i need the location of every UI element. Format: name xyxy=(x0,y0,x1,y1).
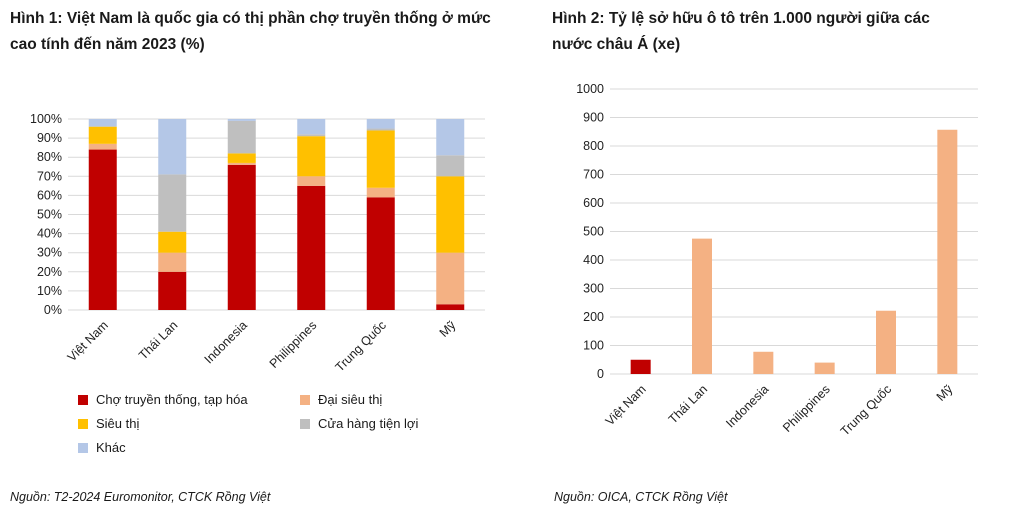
y-tick-label: 30% xyxy=(37,246,62,260)
y-tick-label: 300 xyxy=(583,282,604,296)
legend-label: Chợ truyền thống, tạp hóa xyxy=(96,392,248,407)
bar-segment xyxy=(297,136,326,177)
bar xyxy=(753,351,774,374)
y-tick-label: 700 xyxy=(583,168,604,182)
bar-segment xyxy=(366,130,395,188)
y-tick-label: 10% xyxy=(37,284,62,298)
x-tick-label: Việt Nam xyxy=(65,318,111,364)
y-tick-label: 400 xyxy=(583,253,604,267)
x-tick-label: Mỹ xyxy=(437,318,459,340)
bar-segment xyxy=(227,153,256,163)
y-tick-label: 20% xyxy=(37,265,62,279)
bar xyxy=(937,129,958,374)
bar-segment xyxy=(88,126,117,144)
x-tick-label: Indonesia xyxy=(723,382,771,430)
chart-panel-market-share: Hình 1: Việt Nam là quốc gia có thị phần… xyxy=(10,10,491,504)
y-tick-label: 70% xyxy=(37,169,62,183)
x-tick-label: Mỹ xyxy=(934,382,956,404)
bar-segment xyxy=(436,252,465,305)
bar-segment xyxy=(366,197,395,310)
bar-segment xyxy=(88,149,117,310)
x-tick-label: Thái Lan xyxy=(136,318,180,362)
bar xyxy=(692,238,712,374)
stacked-bar-chart: 0% 10% 20% 30% 40% 50% 60% 70% 80% 90% 100% Việt Na… xyxy=(30,112,485,374)
legend-swatch xyxy=(78,442,88,453)
bar-segment xyxy=(88,143,117,150)
bar-segment xyxy=(436,119,465,156)
chart-panel-car-ownership: Hình 2: Tỷ lệ sở hữu ô tô trên 1.000 ngư… xyxy=(548,0,1024,526)
bar-segment xyxy=(297,176,326,186)
x-tick-label: Việt Nam xyxy=(603,382,649,428)
x-tick-label: Trung Quốc xyxy=(838,382,894,438)
y-tick-label: 60% xyxy=(37,188,62,202)
y-tick-label: 80% xyxy=(37,150,62,164)
y-tick-label: 0 xyxy=(597,367,604,381)
bar-segment xyxy=(366,187,395,198)
x-tick-label: Indonesia xyxy=(202,318,250,366)
legend-label: Siêu thị xyxy=(96,416,140,431)
y-tick-label: 100% xyxy=(30,112,62,126)
bar-segment xyxy=(366,119,395,129)
legend-item: Cửa hàng tiện lợi xyxy=(300,416,418,431)
y-tick-label: 50% xyxy=(37,208,62,222)
chart-title: Hình 2: Tỷ lệ sở hữu ô tô trên 1.000 ngư… xyxy=(552,10,930,53)
y-tick-label: 800 xyxy=(583,139,604,153)
y-tick-label: 1000 xyxy=(576,82,604,96)
legend-swatch xyxy=(78,418,88,429)
source-note: Nguồn: T2-2024 Euromonitor, CTCK Rồng Vi… xyxy=(10,490,271,504)
y-tick-label: 500 xyxy=(583,225,604,239)
bar xyxy=(630,359,651,374)
bar-segment xyxy=(297,134,326,137)
x-tick-label: Philippines xyxy=(780,382,833,435)
bar-segment xyxy=(436,155,465,177)
bar-segment xyxy=(158,174,187,232)
bar-segment xyxy=(158,231,187,253)
chart-title: Hình 1: Việt Nam là quốc gia có thị phần… xyxy=(10,10,491,53)
legend-swatch xyxy=(78,394,88,405)
bar-segment xyxy=(227,162,256,165)
legend-item: Khác xyxy=(78,440,126,455)
bar-segment xyxy=(227,164,256,310)
bar-segment xyxy=(436,176,465,253)
bar-segment xyxy=(227,119,256,121)
legend-swatch xyxy=(300,418,310,429)
bar-segment xyxy=(436,304,465,310)
bar xyxy=(876,310,896,374)
bar-segment xyxy=(158,271,187,310)
y-tick-label: 100 xyxy=(583,339,604,353)
legend-item: Siêu thị xyxy=(78,416,139,431)
x-tick-label: Philippines xyxy=(267,318,320,371)
legend-item: Đại siêu thị xyxy=(300,392,382,407)
x-tick-label: Thái Lan xyxy=(666,382,710,426)
legend-label: Đại siêu thị xyxy=(318,392,383,407)
bar-segment xyxy=(297,185,326,310)
y-tick-label: 90% xyxy=(37,131,62,145)
y-tick-label: 40% xyxy=(37,227,62,241)
bar-segment xyxy=(88,119,117,127)
x-tick-label: Trung Quốc xyxy=(333,318,389,374)
bar-segment xyxy=(158,252,187,272)
y-tick-label: 200 xyxy=(583,310,604,324)
legend-item: Chợ truyền thống, tạp hóa xyxy=(78,392,248,407)
legend-label: Khác xyxy=(96,440,126,455)
source-note: Nguồn: OICA, CTCK Rồng Việt xyxy=(554,490,728,504)
legend-swatch xyxy=(300,394,310,405)
bar-segment xyxy=(297,119,326,135)
bar-chart: 0 100 200 300 400 500 600 700 800 900 1000 Việt Nam… xyxy=(576,82,978,438)
legend-label: Cửa hàng tiện lợi xyxy=(318,416,419,431)
bar xyxy=(814,362,835,374)
bar-segment xyxy=(158,119,187,175)
bar-segment xyxy=(366,128,395,131)
y-tick-label: 900 xyxy=(583,111,604,125)
y-tick-label: 0% xyxy=(44,303,62,317)
y-tick-label: 600 xyxy=(583,196,604,210)
bar-segment xyxy=(227,120,256,154)
